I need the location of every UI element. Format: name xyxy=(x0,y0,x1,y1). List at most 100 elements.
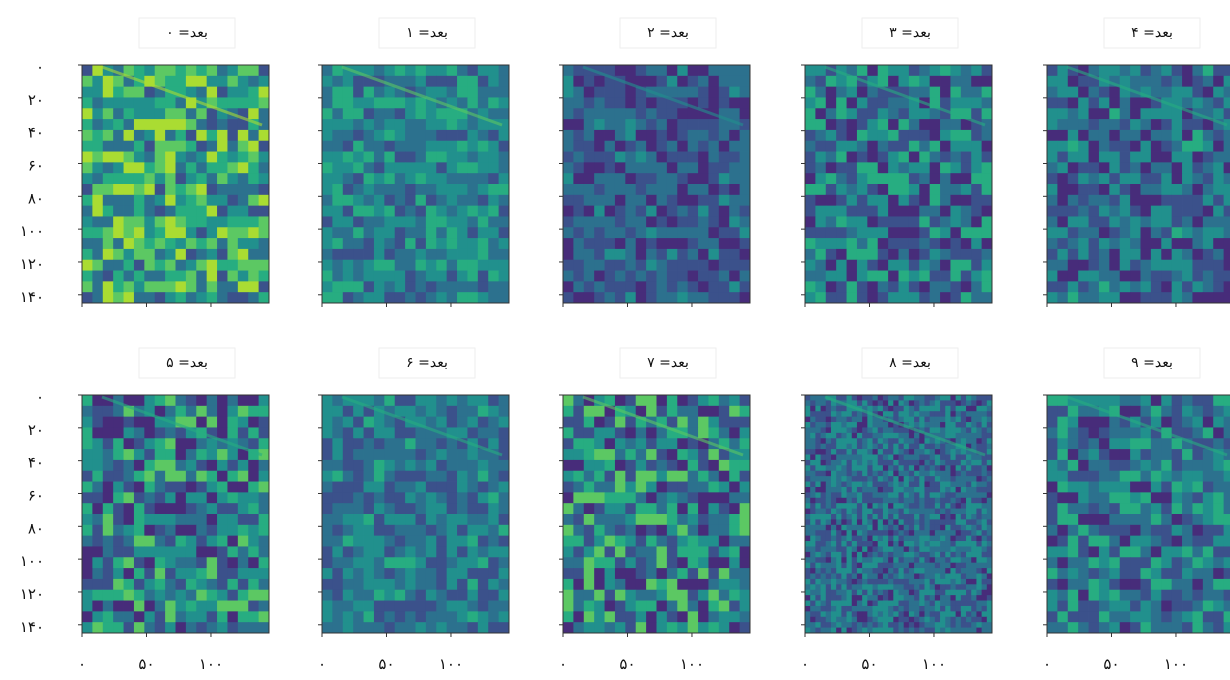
image-pixel xyxy=(677,535,689,547)
image-pixel xyxy=(708,162,720,174)
image-pixel xyxy=(133,86,145,98)
image-pixel xyxy=(614,600,626,612)
image-pixel xyxy=(92,481,104,493)
panel-frame xyxy=(562,64,751,304)
image-pixel xyxy=(929,605,936,612)
image-pixel xyxy=(646,292,657,304)
image-pixel xyxy=(92,259,104,271)
image-pixel xyxy=(206,449,218,461)
image-pixel xyxy=(102,459,114,472)
image-pixel xyxy=(217,622,228,634)
image-pixel xyxy=(908,584,915,591)
image-pixel xyxy=(945,568,951,574)
image-pixel xyxy=(867,568,873,574)
image-pixel xyxy=(384,535,396,547)
image-pixel xyxy=(677,524,689,537)
image-pixel xyxy=(950,438,957,445)
image-pixel xyxy=(1119,405,1131,418)
image-pixel xyxy=(322,427,333,439)
image-pixel xyxy=(846,411,853,418)
image-pixel xyxy=(625,238,637,250)
image-pixel xyxy=(940,535,946,542)
image-pixel xyxy=(1213,184,1225,196)
image-pixel xyxy=(604,611,616,623)
image-pixel xyxy=(908,541,915,547)
image-pixel xyxy=(846,259,858,271)
image-pixel xyxy=(955,405,962,412)
image-pixel xyxy=(457,119,468,131)
image-pixel xyxy=(165,611,176,623)
image-pixel xyxy=(498,184,510,196)
image-pixel xyxy=(563,427,574,439)
image-pixel xyxy=(729,227,741,239)
image-pixel xyxy=(820,573,827,580)
image-pixel xyxy=(903,508,910,515)
image-pixel xyxy=(820,524,827,531)
image-pixel xyxy=(405,248,416,261)
image-pixel xyxy=(656,184,668,196)
image-pixel xyxy=(981,281,993,293)
image-pixel xyxy=(867,611,873,618)
image-pixel xyxy=(646,162,657,174)
image-pixel xyxy=(1057,86,1069,98)
image-pixel xyxy=(940,422,946,428)
image-pixel xyxy=(82,427,93,439)
image-pixel xyxy=(888,503,894,509)
image-pixel xyxy=(919,86,931,98)
image-pixel xyxy=(666,535,678,547)
image-pixel xyxy=(92,459,104,472)
image-pixel xyxy=(133,184,145,196)
image-pixel xyxy=(384,119,396,131)
image-pixel xyxy=(604,173,616,185)
image-pixel xyxy=(415,427,427,439)
image-pixel xyxy=(1119,395,1131,407)
image-pixel xyxy=(488,75,500,88)
image-pixel xyxy=(1078,151,1089,163)
image-pixel xyxy=(966,454,972,461)
image-pixel xyxy=(898,530,905,537)
image-pixel xyxy=(1109,216,1121,228)
image-pixel xyxy=(976,405,983,412)
image-pixel xyxy=(498,459,510,472)
image-pixel xyxy=(877,508,884,515)
image-pixel xyxy=(467,514,479,526)
image-pixel xyxy=(165,600,176,612)
image-pixel xyxy=(92,611,104,623)
image-pixel xyxy=(425,600,437,612)
image-pixel xyxy=(258,416,270,428)
image-pixel xyxy=(955,600,962,607)
image-pixel xyxy=(646,503,657,515)
image-pixel xyxy=(625,568,637,580)
image-pixel xyxy=(1098,238,1110,250)
image-pixel xyxy=(237,65,249,77)
image-pixel xyxy=(924,427,931,434)
image-pixel xyxy=(908,622,915,628)
image-pixel xyxy=(248,216,260,228)
image-pixel xyxy=(373,162,385,174)
image-pixel xyxy=(446,589,458,601)
image-pixel xyxy=(154,194,166,207)
image-pixel xyxy=(908,86,920,98)
image-pixel xyxy=(934,578,941,585)
image-pixel xyxy=(227,238,239,250)
image-pixel xyxy=(175,611,187,623)
image-pixel xyxy=(656,589,668,601)
image-pixel xyxy=(856,259,868,271)
image-pixel xyxy=(206,524,218,537)
image-pixel xyxy=(175,140,187,152)
image-pixel xyxy=(113,86,124,98)
image-pixel xyxy=(945,578,951,585)
image-pixel xyxy=(488,227,500,239)
image-pixel xyxy=(175,514,187,526)
image-pixel xyxy=(960,551,967,558)
image-pixel xyxy=(908,551,915,558)
image-pixel xyxy=(950,514,957,520)
image-pixel xyxy=(955,611,962,618)
image-pixel xyxy=(940,395,946,401)
image-pixel xyxy=(425,589,437,601)
image-pixel xyxy=(862,459,868,466)
image-pixel xyxy=(1098,108,1110,120)
image-pixel xyxy=(966,497,972,504)
image-pixel xyxy=(830,443,837,450)
image-pixel xyxy=(898,476,905,482)
